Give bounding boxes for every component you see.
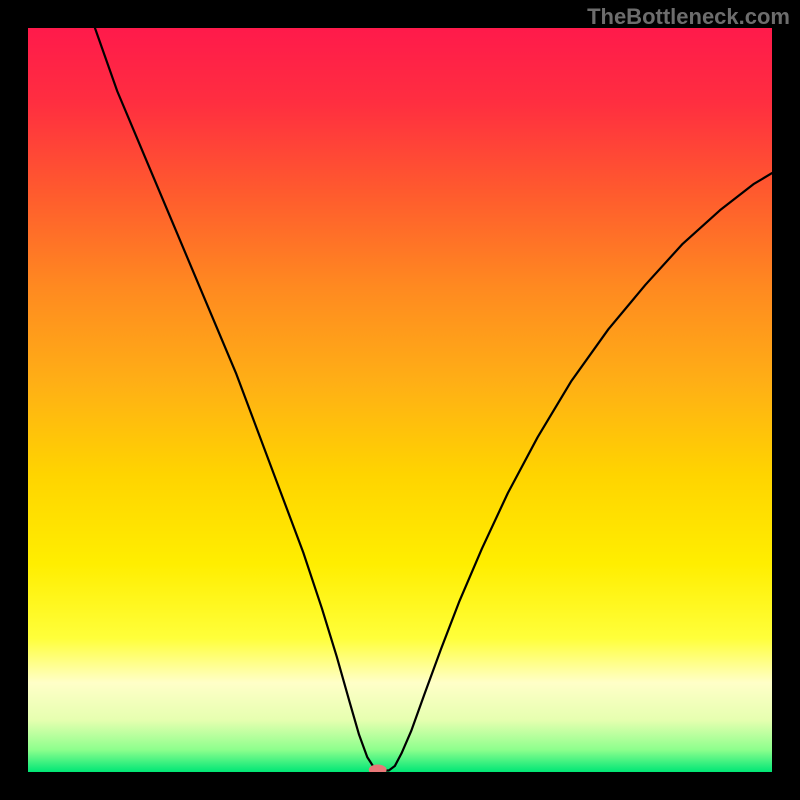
watermark-text: TheBottleneck.com — [587, 4, 790, 30]
gradient-background — [28, 28, 772, 772]
chart-canvas: TheBottleneck.com — [0, 0, 800, 800]
plot-area — [28, 28, 772, 772]
